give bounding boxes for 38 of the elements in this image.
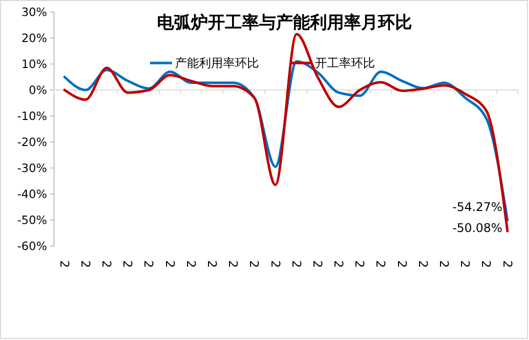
x-tick-label: 2	[416, 260, 430, 268]
x-tick-label: 2	[204, 260, 219, 268]
y-tick-label: -10%	[17, 109, 48, 124]
x-tick-label: 2	[78, 260, 92, 268]
x-tick-label: 2	[247, 260, 262, 268]
x-tick-label: 2	[226, 260, 240, 268]
x-tick-label: 2	[120, 260, 135, 268]
x-tick-label: 2	[289, 260, 304, 268]
x-tick-label: 2	[458, 260, 472, 268]
y-tick-label: -50%	[17, 213, 48, 228]
data-label: -50.08%	[452, 221, 502, 236]
x-tick-label: 2	[394, 260, 409, 268]
x-tick-label: 2	[332, 260, 346, 268]
y-tick-label: -30%	[17, 161, 48, 176]
x-tick-label: 2	[100, 260, 114, 268]
x-tick-label: 2	[142, 260, 156, 268]
x-tick-label: 2	[268, 260, 282, 268]
x-tick-label: 2	[479, 260, 494, 268]
data-label: -54.27%	[452, 200, 502, 214]
x-tick-label: 2	[162, 260, 177, 268]
y-tick-label: -20%	[17, 135, 48, 150]
y-tick-label: 30%	[21, 5, 48, 20]
y-tick-label: -40%	[17, 187, 48, 202]
x-tick-label: 2	[184, 260, 198, 268]
x-tick-label: 2	[57, 260, 72, 268]
y-tick-label: -60%	[17, 239, 48, 254]
x-tick-label: 2	[500, 260, 514, 268]
legend-label: 开工率环比	[315, 56, 375, 70]
x-tick-label: 2	[310, 260, 324, 268]
y-tick-label: 20%	[21, 31, 48, 46]
x-tick-label: 2	[374, 260, 388, 268]
x-tick-label: 2	[352, 260, 367, 268]
y-tick-label: 10%	[21, 57, 48, 72]
line-series	[63, 32, 509, 232]
x-tick-label: 2	[436, 260, 451, 268]
legend-label: 产能利用率环比	[175, 56, 259, 70]
chart-title: 电弧炉开工率与产能利用率月环比	[157, 13, 412, 33]
y-tick-label: 0%	[28, 83, 48, 98]
